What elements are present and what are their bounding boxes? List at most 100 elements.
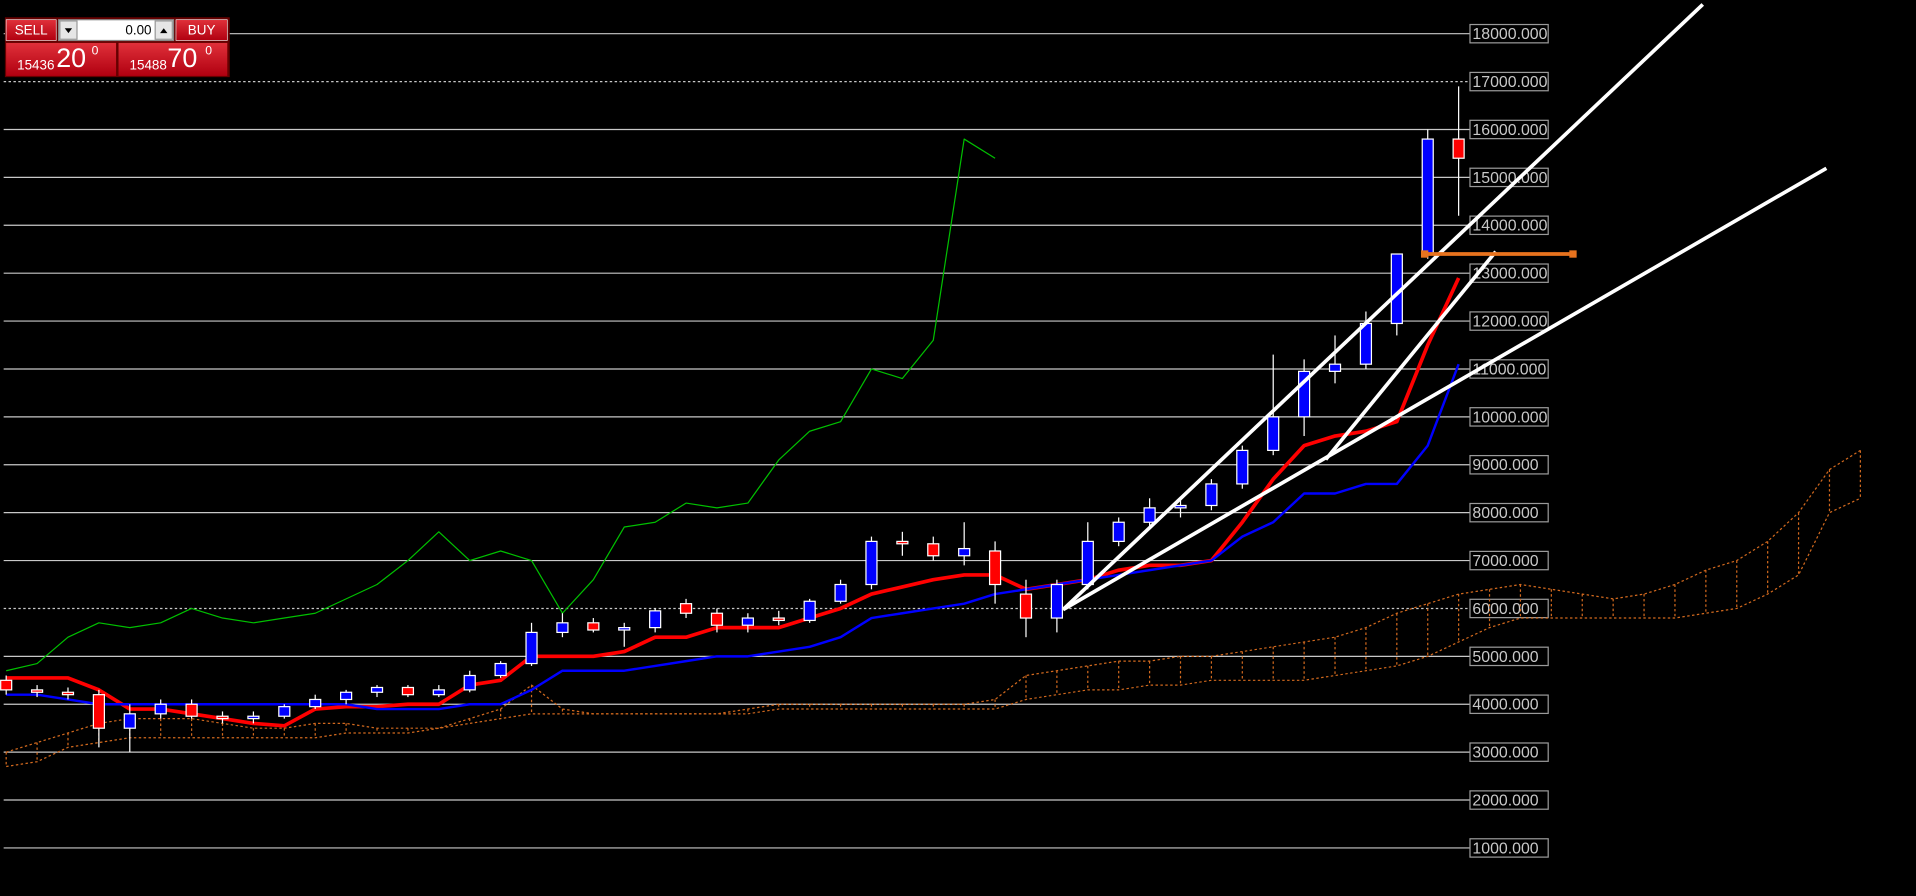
candle-body [1174,504,1187,509]
trade-panel: SELL 0.00 BUY 15436 20 0 15488 70 0 [4,17,230,78]
y-tick-label: 13000.000 [1472,266,1547,283]
y-tick-label: 4000.000 [1472,697,1538,714]
y-tick-label: 8000.000 [1472,505,1538,522]
candle-body [123,713,136,729]
cloud-span-b [6,497,1861,768]
y-tick-label: 2000.000 [1472,792,1538,809]
tick-box [1469,838,1549,858]
y-tick-label: 15000.000 [1472,170,1547,187]
tick-box [1469,550,1549,571]
candle-body [278,706,291,717]
bid-box[interactable] [6,42,117,76]
tick-box [1469,598,1549,619]
tick-box [1469,694,1549,715]
bid-prefix: 15436 [17,58,54,73]
candle-body [1298,370,1311,418]
cloud-span-a [5,449,1861,753]
candle-body [309,698,322,708]
candle-body [927,543,940,557]
y-tick-label: 11000.000 [1472,361,1546,378]
bid-big: 20 [56,43,86,73]
y-tick-label: 7000.000 [1472,553,1538,570]
candle-body [803,600,816,622]
lot-value: 0.00 [125,22,151,37]
tick-box [1469,646,1549,667]
candle-body [834,583,847,602]
y-tick-label: 9000.000 [1472,457,1538,474]
candle-body [587,622,600,631]
candle-body [525,631,538,665]
y-tick-label: 18000.000 [1472,26,1547,43]
tick-box [1469,119,1549,140]
candle-body [340,691,353,701]
ask-prefix: 15488 [130,58,167,73]
indicator-line [6,363,1460,711]
ask-sup: 0 [205,44,212,58]
candle-body [1081,540,1094,586]
trendline-handle [1420,250,1429,258]
candle-body [1205,483,1218,507]
candle-body [1328,363,1342,372]
candle-body [896,540,909,545]
trendline [1324,250,1498,461]
y-tick-label: 1000.000 [1472,840,1538,857]
tick-box [1469,742,1549,762]
sell-button[interactable] [5,19,57,41]
indicator-line [6,138,996,672]
candle-body [710,612,724,626]
candle-body [185,703,198,717]
candle-body [679,603,693,614]
sell-label: SELL [15,22,48,37]
candle-body [401,686,415,696]
lot-input[interactable] [58,19,175,42]
tick-box [1469,23,1549,44]
y-tick-label: 3000.000 [1472,745,1538,762]
tick-box [1469,407,1549,427]
y-tick-label: 14000.000 [1472,218,1547,235]
y-tick-label: 6000.000 [1472,601,1538,618]
y-tick-label: 12000.000 [1472,313,1547,330]
candle-body [1421,138,1434,255]
candle-body [649,610,662,629]
candle-body [1143,507,1156,523]
ask-box[interactable] [118,42,228,76]
buy-label: BUY [188,22,216,37]
tick-box [1469,790,1549,810]
candle-body [988,550,1002,586]
bid-sup: 0 [92,44,99,58]
y-tick-label: 17000.000 [1472,74,1547,91]
trendline [1061,3,1705,611]
candle-body [865,540,878,586]
candle-body [1112,521,1125,543]
tick-box [1469,263,1549,283]
candle-body [61,691,75,696]
candle-body [92,694,106,729]
y-tick-label: 5000.000 [1472,649,1538,666]
candle-body [154,703,167,715]
arrow-up [160,28,168,34]
candle-body [0,679,13,691]
tick-box [1469,71,1549,92]
candle-body [432,689,445,696]
tick-box [1469,454,1549,475]
candle-body [30,689,44,693]
arrow-down [64,28,73,34]
candle-body [1019,593,1033,619]
candle-body [958,547,971,557]
candle-body [463,674,476,691]
y-tick-label: 10000.000 [1472,409,1547,426]
candle-body [556,622,569,634]
buy-button[interactable] [175,19,228,41]
candle-body [1267,416,1280,452]
y-tick-label: 16000.000 [1472,122,1547,139]
candle-body [216,715,229,720]
candle-body [370,686,384,693]
candle-body [1050,583,1063,619]
candle-body [741,617,754,626]
candle-body [494,662,507,677]
indicator-line [6,277,1461,728]
candle-body [1452,138,1465,159]
